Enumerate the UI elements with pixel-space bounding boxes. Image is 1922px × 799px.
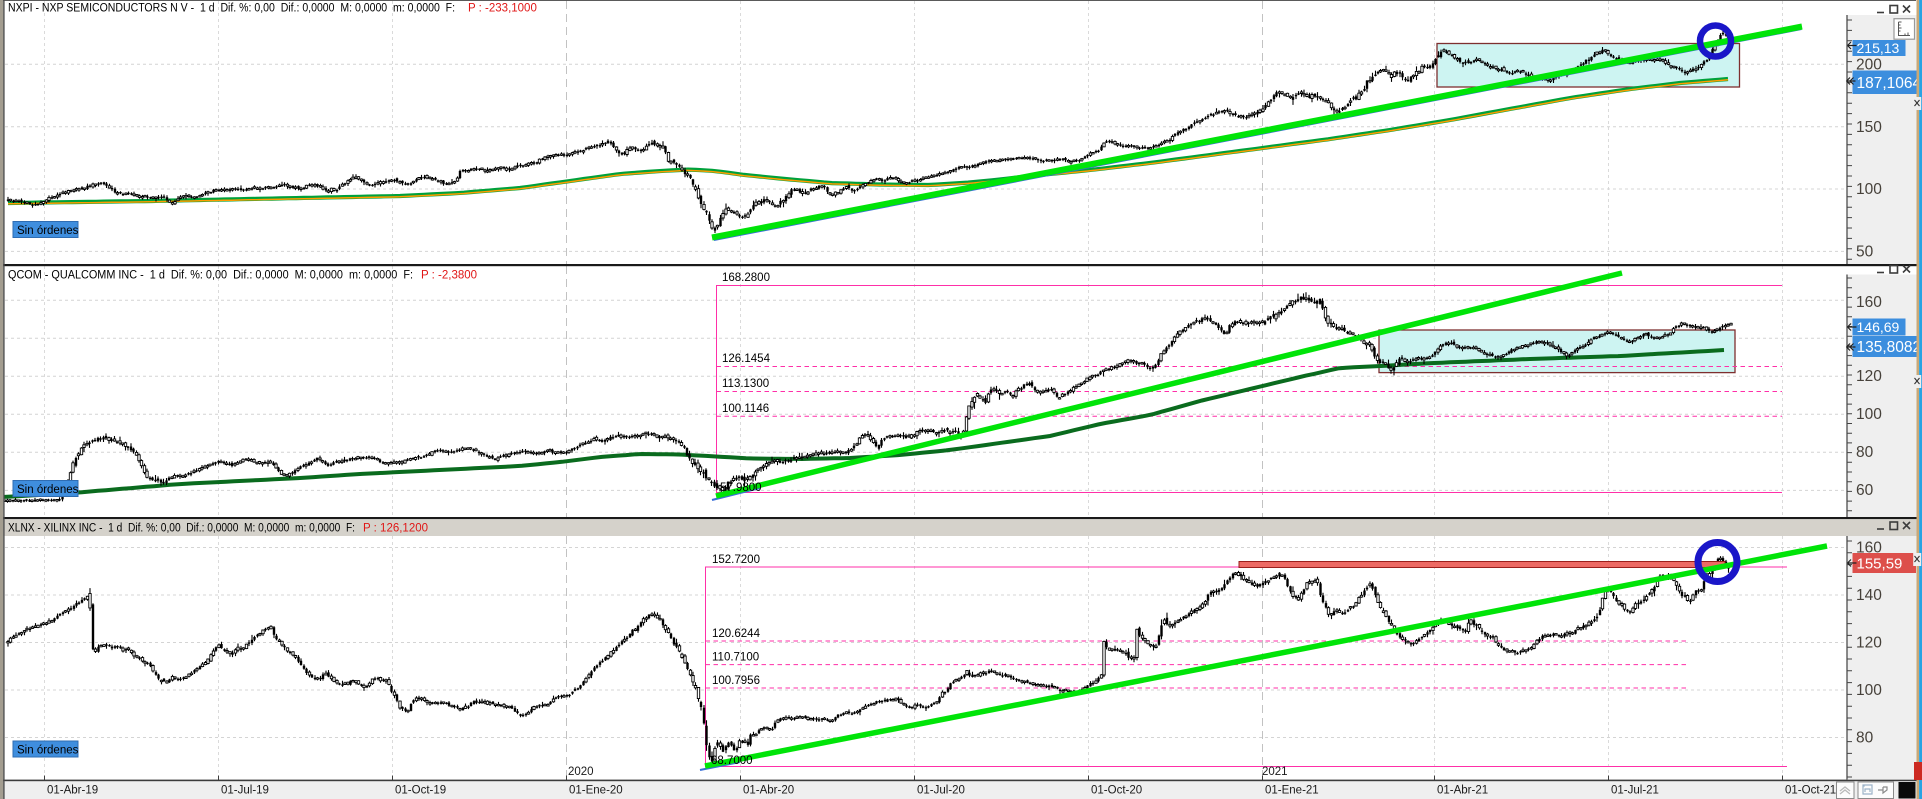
svg-text:P : -2,3800: P : -2,3800 bbox=[421, 270, 477, 282]
svg-text:100: 100 bbox=[1856, 406, 1882, 423]
svg-text:01-Jul-21: 01-Jul-21 bbox=[1611, 785, 1659, 797]
svg-text:200: 200 bbox=[1856, 57, 1882, 74]
svg-text:QCOM - QUALCOMM INC - 1 d Di: QCOM - QUALCOMM INC - 1 d Dif. %: 0,00 D… bbox=[8, 270, 413, 282]
svg-text:60: 60 bbox=[1856, 482, 1874, 499]
svg-text:01-Jul-19: 01-Jul-19 bbox=[221, 785, 269, 797]
svg-text:160: 160 bbox=[1856, 294, 1882, 311]
svg-text:100: 100 bbox=[1856, 682, 1882, 699]
svg-text:P : -233,1000: P : -233,1000 bbox=[468, 3, 537, 15]
svg-text:01-Abr-19: 01-Abr-19 bbox=[47, 785, 98, 797]
svg-text:P : 126,1200: P : 126,1200 bbox=[363, 523, 428, 535]
svg-text:01-Abr-21: 01-Abr-21 bbox=[1437, 785, 1488, 797]
svg-text:Sin órdenes: Sin órdenes bbox=[17, 745, 79, 757]
svg-text:187,1064: 187,1064 bbox=[1857, 75, 1922, 92]
svg-text:68.7000: 68.7000 bbox=[711, 755, 753, 767]
svg-text:50: 50 bbox=[1856, 244, 1874, 261]
svg-text:01-Oct-20: 01-Oct-20 bbox=[1091, 785, 1142, 797]
svg-text:146,69: 146,69 bbox=[1857, 319, 1900, 335]
svg-text:NXPI - NXP SEMICONDUCTORS N V: NXPI - NXP SEMICONDUCTORS N V - 1 d Dif.… bbox=[8, 3, 455, 15]
svg-text:150: 150 bbox=[1856, 119, 1882, 136]
svg-text:120: 120 bbox=[1856, 635, 1882, 652]
svg-text:Sin órdenes: Sin órdenes bbox=[17, 484, 79, 496]
svg-text:01-Ene-21: 01-Ene-21 bbox=[1265, 785, 1319, 797]
svg-text:160: 160 bbox=[1856, 540, 1882, 557]
svg-text:135,8082: 135,8082 bbox=[1857, 339, 1922, 356]
svg-text:80: 80 bbox=[1856, 730, 1874, 747]
svg-text:01-Ene-20: 01-Ene-20 bbox=[569, 785, 623, 797]
svg-text:113.1300: 113.1300 bbox=[722, 378, 769, 390]
svg-text:152.7200: 152.7200 bbox=[712, 554, 760, 566]
svg-text:01-Oct-21: 01-Oct-21 bbox=[1785, 785, 1836, 797]
svg-text:01-Oct-19: 01-Oct-19 bbox=[395, 785, 446, 797]
svg-text:100.1146: 100.1146 bbox=[722, 403, 769, 415]
svg-text:100.7956: 100.7956 bbox=[712, 675, 760, 687]
svg-text:215,13: 215,13 bbox=[1857, 40, 1900, 56]
svg-text:57.9800: 57.9800 bbox=[720, 482, 762, 494]
svg-text:140: 140 bbox=[1856, 587, 1882, 604]
svg-text:155,59: 155,59 bbox=[1857, 555, 1903, 572]
svg-text:120.6244: 120.6244 bbox=[712, 628, 761, 640]
svg-text:01-Abr-20: 01-Abr-20 bbox=[743, 785, 794, 797]
svg-text:01-Jul-20: 01-Jul-20 bbox=[917, 785, 965, 797]
svg-text:126.1454: 126.1454 bbox=[722, 353, 771, 365]
svg-text:Sin órdenes: Sin órdenes bbox=[17, 225, 79, 237]
svg-text:168.2800: 168.2800 bbox=[722, 272, 770, 284]
svg-text:2021: 2021 bbox=[1262, 766, 1288, 778]
svg-text:2020: 2020 bbox=[568, 766, 594, 778]
svg-text:110.7100: 110.7100 bbox=[712, 652, 759, 664]
svg-text:XLNX - XILINX INC - 1 d Dif.: XLNX - XILINX INC - 1 d Dif. %: 0,00 Dif… bbox=[8, 523, 355, 535]
svg-text:120: 120 bbox=[1856, 368, 1882, 385]
svg-text:80: 80 bbox=[1856, 444, 1874, 461]
svg-text:100: 100 bbox=[1856, 181, 1882, 198]
